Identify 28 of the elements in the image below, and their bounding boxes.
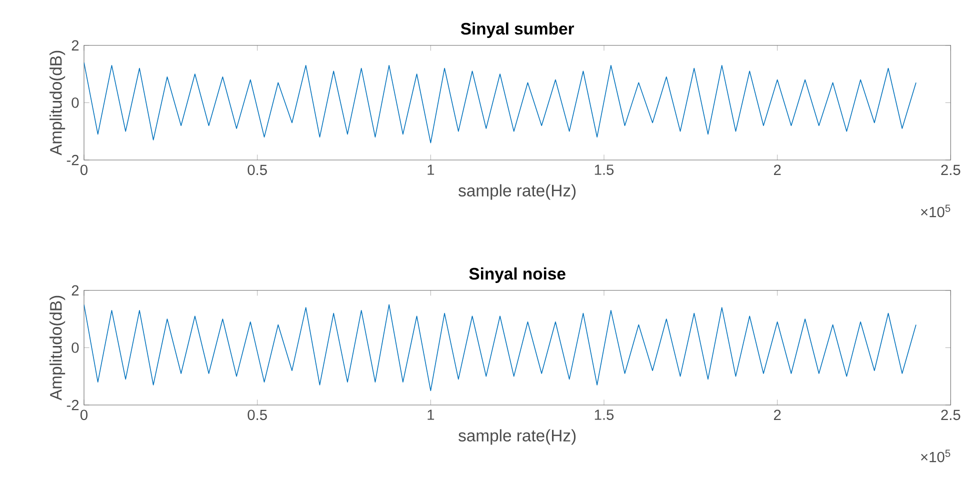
x-tick-label: 1.5 <box>594 410 614 420</box>
text: ×10$^{5}$ <box>921 204 950 218</box>
x-tick-label: 0.5 <box>248 164 267 176</box>
line-series <box>84 62 916 144</box>
x-tick-label: 0.5 <box>248 410 267 420</box>
y-axis-title: Amplitudo(dB) <box>50 50 66 156</box>
y-tick-label: -2 <box>66 400 79 410</box>
y-axis-title: Amplitudo(dB) <box>50 296 66 400</box>
y-tick-label: 2 <box>72 285 79 296</box>
x-tick-label: 2 <box>774 164 781 175</box>
x-tick-label: 0 <box>80 164 88 176</box>
x-tick-label: 1 <box>428 164 434 175</box>
y-tick-label: 0 <box>72 342 79 353</box>
x-tick-label: 1.5 <box>594 164 614 175</box>
y-tick-label: -2 <box>66 154 79 166</box>
x-tick-label: 2.5 <box>941 164 960 176</box>
text: ×10$^{5}$ <box>921 450 950 462</box>
x-tick-label: 0 <box>80 410 88 420</box>
x-axis-title: sample rate(Hz) <box>458 184 576 200</box>
chart-title: Sinyal noise <box>469 267 566 283</box>
x-tick-label: 2 <box>774 410 781 420</box>
x-axis-title: sample rate(Hz) <box>458 429 576 445</box>
line-series <box>84 304 916 392</box>
y-tick-label: 2 <box>72 40 79 50</box>
y-tick-label: 0 <box>72 97 79 108</box>
x-tick-label: 1 <box>428 410 434 420</box>
chart-title: Sinyal sumber <box>460 22 574 38</box>
x-tick-label: 2.5 <box>941 410 960 420</box>
